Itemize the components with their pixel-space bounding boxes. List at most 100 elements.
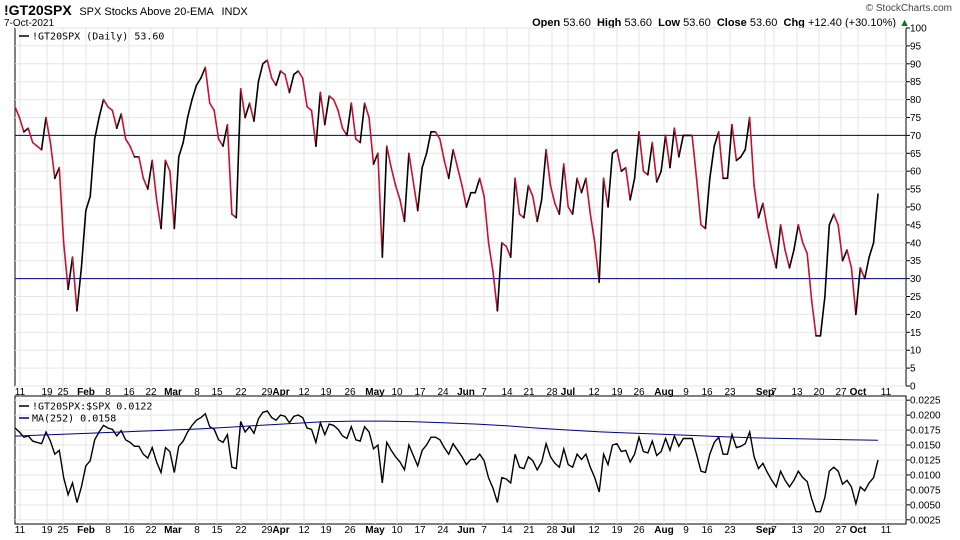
price-segment (328, 95, 335, 101)
price-segment (611, 148, 618, 155)
price-segment (363, 102, 370, 119)
exchange-label: INDX (221, 6, 248, 18)
x-tick-label: 13 (791, 387, 803, 398)
main-panel: 0 5 10 15 20 25 30 35 40 45 50 55 60 65 70 75 80 85 90 95 10… (14, 24, 927, 398)
price-segment (832, 213, 839, 226)
price-segment (18, 116, 25, 133)
price-segment (571, 177, 578, 215)
price-segment (567, 206, 574, 215)
price-segment (655, 170, 662, 183)
price-segment (593, 242, 600, 283)
x-tick-label: Aug (654, 525, 673, 536)
price-segment (704, 177, 711, 230)
x-tick-label: 19 (41, 387, 53, 398)
x-tick-label: 22 (235, 387, 247, 398)
price-segment (160, 159, 167, 230)
x-tick-label: Jun (457, 387, 475, 398)
price-segment (377, 152, 384, 258)
price-segment (235, 88, 242, 219)
price-segment (146, 159, 153, 190)
x-tick-label: 20 (813, 525, 825, 536)
price-segment (76, 267, 83, 312)
x-tick-label: 16 (123, 525, 135, 536)
price-segment (93, 116, 100, 140)
price-segment (695, 177, 702, 226)
price-segment (478, 177, 485, 198)
price-segment (142, 177, 149, 190)
price-segment (372, 152, 379, 165)
main-y-tick-label: 25 (910, 292, 922, 303)
price-segment (531, 195, 539, 223)
price-segment (319, 91, 326, 126)
x-tick-label: 14 (501, 387, 513, 398)
x-tick-label: Apr (272, 387, 289, 398)
price-segment (124, 138, 131, 147)
price-segment (549, 184, 556, 205)
price-segment (691, 134, 698, 180)
price-segment (616, 148, 623, 172)
price-segment (288, 73, 295, 94)
price-segment (408, 152, 415, 183)
open-label: Open (532, 17, 561, 29)
price-segment (536, 199, 543, 223)
price-segment (262, 59, 269, 65)
x-tick-label: Aug (654, 387, 673, 398)
price-segment (266, 59, 273, 79)
price-segment (863, 256, 870, 280)
price-segment (177, 141, 184, 158)
price-segment (461, 184, 468, 208)
x-tick-label: Mar (164, 387, 182, 398)
price-segment (607, 152, 614, 208)
x-tick-label: 27 (835, 387, 847, 398)
price-segment (248, 102, 255, 122)
price-segment (217, 138, 224, 147)
x-tick-label: 15 (211, 525, 223, 536)
ma-legend: MA(252) 0.0158 (32, 414, 116, 425)
x-tick-label: 7 (771, 525, 777, 536)
price-segment (762, 202, 769, 230)
main-y-tick-label: 40 (910, 238, 922, 249)
main-legend: !GT20SPX (Daily) 53.60 (32, 32, 164, 43)
x-tick-label: 17 (414, 525, 426, 536)
ratio-y-tick-label: 0.0175 (910, 426, 941, 437)
x-tick-label: 7 (481, 387, 487, 398)
price-segment (828, 213, 835, 226)
ratio-y-tick-label: 0.0200 (910, 411, 941, 422)
price-segment (310, 109, 317, 147)
x-tick-label: 27 (835, 525, 847, 536)
price-segment (709, 145, 716, 180)
x-tick-label: 11 (881, 387, 892, 398)
main-y-tick-label: 60 (910, 167, 922, 178)
price-segment (36, 145, 43, 151)
high-label: High (596, 17, 622, 29)
price-segment (784, 249, 791, 269)
price-segment (368, 116, 375, 165)
price-segment (89, 138, 96, 198)
x-tick-label: 21 (523, 525, 535, 536)
price-segment (279, 70, 286, 76)
x-tick-label: 12 (298, 387, 310, 398)
price-segment (837, 224, 844, 262)
x-tick-label: 25 (57, 525, 69, 536)
price-segment (806, 252, 813, 301)
x-tick-label: 23 (724, 387, 736, 398)
x-tick-label: Jul (561, 387, 576, 398)
price-segment (49, 141, 56, 180)
price-segment (204, 66, 211, 104)
price-segment (257, 62, 264, 83)
price-segment (775, 224, 782, 269)
price-segment (173, 156, 180, 230)
main-y-tick-label: 35 (910, 256, 922, 267)
price-segment (651, 141, 658, 183)
price-segment (222, 123, 229, 147)
price-segment (58, 166, 65, 244)
price-segment (660, 134, 667, 172)
price-segment (293, 70, 300, 76)
price-segment (399, 199, 406, 223)
price-segment (589, 213, 596, 244)
price-segment (385, 145, 392, 169)
ma-line (14, 420, 879, 441)
x-tick-label: 26 (633, 525, 645, 536)
main-y-tick-label: 90 (910, 59, 922, 70)
up-arrow-icon: ▲ (899, 17, 910, 29)
